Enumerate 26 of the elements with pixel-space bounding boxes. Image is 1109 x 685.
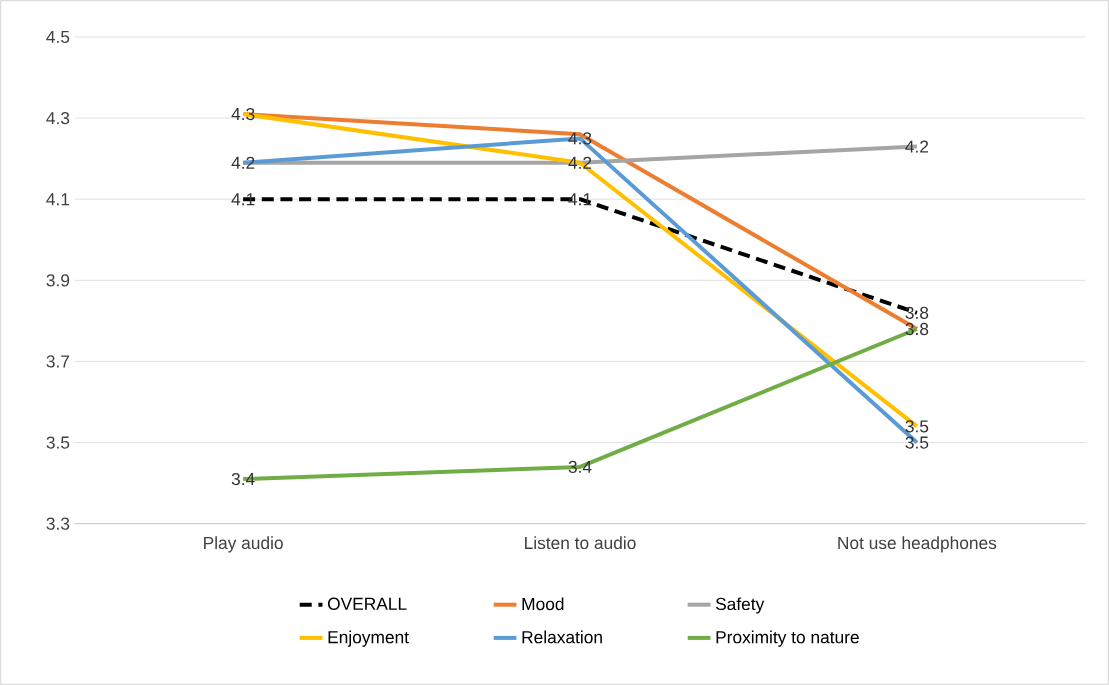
y-tick-label: 4.3 [46,111,70,125]
data-label: 3.5 [905,436,929,449]
data-label: 4.3 [568,132,592,145]
x-tick-label: Not use headphones [838,536,997,553]
data-label: 3.5 [905,420,929,433]
legend-label: Mood [522,597,564,611]
data-label: 4.2 [568,156,592,169]
y-tick-label: 3.5 [46,436,70,449]
x-tick-label: Play audio [204,536,283,553]
legend-label: OVERALL [327,597,407,610]
data-label: 4.3 [231,107,255,121]
legend-label: Enjoyment [328,630,409,647]
data-label: 4.2 [231,156,255,169]
y-tick-label: 3.3 [46,517,70,530]
x-tick-label: Listen to audio [525,536,636,550]
data-label: 3.8 [905,306,929,319]
legend-label: Proximity to nature [716,630,859,647]
data-label: 4.2 [905,140,929,153]
data-label: 3.4 [231,472,255,486]
legend-label: Safety [715,597,765,614]
legend-label: Relaxation [522,630,602,644]
data-label: 4.1 [231,193,255,206]
y-tick-label: 3.7 [46,355,70,368]
y-tick-label: 4.5 [46,30,70,44]
y-tick-label: 3.9 [46,274,70,287]
y-tick-label: 4.1 [46,193,70,206]
